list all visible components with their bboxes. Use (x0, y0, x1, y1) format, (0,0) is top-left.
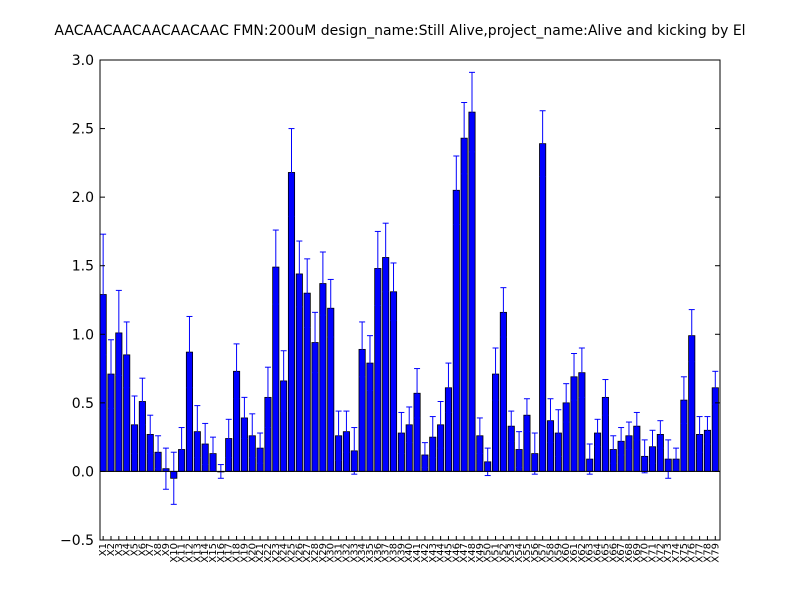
x-tick-label: X68 (624, 543, 635, 563)
y-tick-label: 0.0 (72, 464, 94, 480)
y-tick-label: 1.5 (72, 259, 94, 275)
y-tick-label: −0.5 (60, 533, 94, 549)
x-tick-label: X46 (451, 543, 462, 563)
x-tick-label: X37 (381, 543, 392, 563)
x-tick-label: X23 (271, 543, 282, 563)
x-tick-label: X7 (145, 543, 156, 556)
x-tick-label: X13 (192, 543, 203, 563)
x-tick-label: X78 (702, 543, 713, 563)
x-tick-label: X28 (310, 543, 321, 563)
x-tick-label: X73 (663, 543, 674, 563)
x-tick-label: X79 (710, 543, 721, 563)
x-tick-label: X31 (334, 543, 345, 563)
x-tick-label: X62 (577, 543, 588, 563)
bar-X25 (287, 172, 296, 472)
x-tick-label: X8 (153, 543, 164, 556)
x-tick-label: X45 (443, 543, 454, 563)
bar-X48 (468, 111, 476, 472)
x-tick-label: X30 (326, 543, 337, 563)
x-tick-label: X19 (239, 543, 250, 563)
bar-X47 (460, 137, 468, 472)
y-tick-label: 2.5 (72, 122, 94, 138)
x-tick-label: X53 (506, 543, 517, 563)
y-tick-label: 3.0 (72, 53, 94, 69)
x-tick-label: X63 (585, 543, 596, 563)
x-tick-label: X74 (671, 543, 682, 563)
y-tick-label: 0.5 (72, 396, 94, 412)
x-tick-label: X55 (522, 543, 533, 563)
x-tick-label: X65 (600, 543, 611, 563)
x-tick-label: X59 (553, 543, 564, 563)
x-axis: X1X2X3X4X5X6X7X8X9X10X11X12X13X14X15X16X… (98, 536, 721, 563)
x-tick-label: X49 (475, 543, 486, 563)
x-tick-label: X39 (396, 543, 407, 563)
x-tick-label: X11 (177, 543, 188, 563)
x-tick-label: X32 (341, 543, 352, 563)
x-tick-label: X48 (467, 543, 478, 563)
x-tick-label: X22 (263, 543, 274, 563)
x-tick-label: X40 (404, 543, 415, 563)
x-tick-label: X47 (459, 543, 470, 563)
x-tick-label: X50 (483, 543, 494, 563)
x-tick-label: X6 (137, 543, 148, 556)
x-tick-label: X3 (114, 543, 125, 556)
x-tick-label: X25 (286, 543, 297, 563)
x-tick-label: X43 (428, 543, 439, 563)
x-tick-label: X9 (161, 543, 172, 556)
x-tick-label: X26 (294, 543, 305, 563)
x-tick-label: X24 (279, 543, 290, 563)
x-tick-label: X51 (491, 543, 502, 563)
x-tick-label: X4 (122, 543, 133, 556)
chart-title: AACAACAACAACAACAAC FMN:200uM design_name… (54, 23, 745, 39)
x-tick-label: X29 (318, 543, 329, 563)
bar-X46 (452, 189, 460, 472)
plot-frame (99, 59, 721, 541)
x-tick-label: X57 (538, 543, 549, 563)
x-tick-label: X12 (184, 543, 195, 563)
x-tick-label: X61 (569, 543, 580, 563)
x-tick-label: X41 (412, 543, 423, 563)
x-tick-label: X38 (389, 543, 400, 563)
x-tick-label: X58 (545, 543, 556, 563)
x-tick-label: X60 (561, 543, 572, 563)
x-tick-label: X70 (640, 543, 651, 563)
x-tick-label: X77 (695, 543, 706, 563)
x-tick-label: X54 (514, 543, 525, 563)
x-tick-label: X1 (98, 543, 109, 556)
x-tick-label: X76 (687, 543, 698, 563)
x-tick-label: X5 (130, 543, 141, 556)
y-axis: −0.5 0.0 0.5 1.0 1.5 2.0 2.5 3.0 (60, 53, 720, 549)
x-tick-label: X42 (420, 543, 431, 563)
x-tick-label: X44 (436, 543, 447, 563)
x-tick-label: X33 (349, 543, 360, 563)
x-tick-label: X66 (608, 543, 619, 563)
x-tick-label: X15 (208, 543, 219, 563)
x-tick-label: X64 (593, 543, 604, 563)
x-tick-label: X75 (679, 543, 690, 563)
y-tick-label: 2.0 (72, 190, 94, 206)
x-tick-label: X21 (255, 543, 266, 563)
x-tick-label: X72 (655, 543, 666, 563)
x-tick-label: X35 (365, 543, 376, 563)
x-tick-label: X52 (498, 543, 509, 563)
x-tick-label: X27 (302, 543, 313, 563)
x-tick-label: X10 (169, 543, 180, 563)
x-tick-label: X56 (530, 543, 541, 563)
x-tick-label: X69 (632, 543, 643, 563)
x-tick-label: X20 (247, 543, 258, 563)
x-tick-label: X67 (616, 543, 627, 563)
y-tick-label: 1.0 (72, 327, 94, 343)
x-tick-label: X36 (373, 543, 384, 563)
x-tick-label: X71 (648, 543, 659, 563)
x-tick-label: X17 (224, 543, 235, 563)
x-tick-label: X2 (106, 543, 117, 556)
x-tick-label: X18 (232, 543, 243, 563)
x-tick-label: X14 (200, 543, 211, 563)
bar-X57 (539, 143, 547, 472)
x-tick-label: X34 (357, 543, 368, 563)
x-tick-label: X16 (216, 543, 227, 563)
